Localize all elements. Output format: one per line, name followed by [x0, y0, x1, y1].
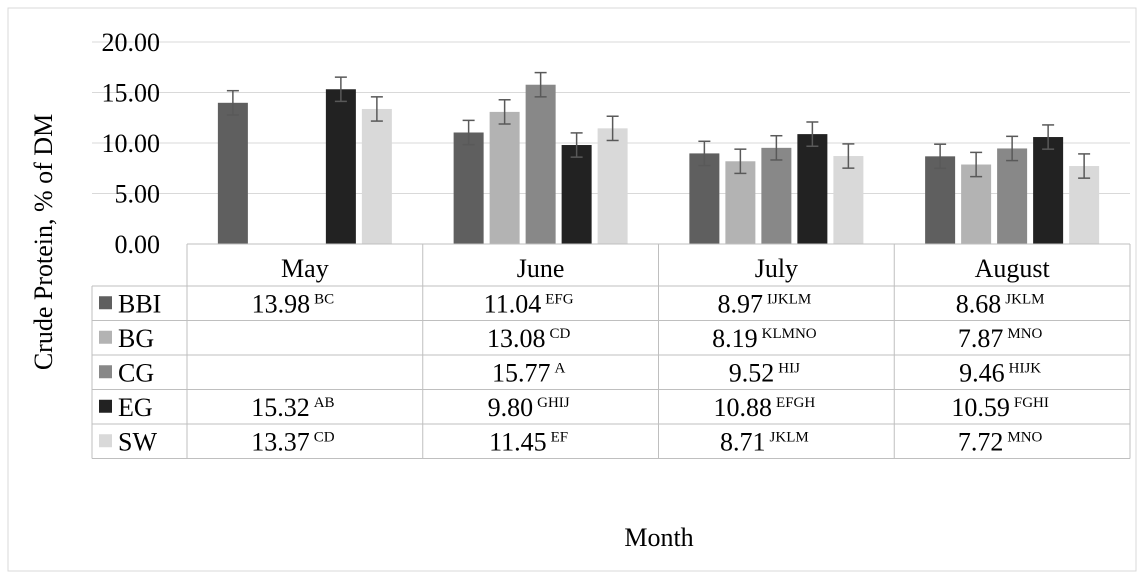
legend-label: EG	[118, 393, 153, 422]
data-label: 15.32 AB	[251, 393, 334, 422]
x-axis-label: Month	[624, 523, 693, 552]
bar-cg-june	[525, 84, 556, 245]
bar-bbi-may	[217, 102, 248, 244]
data-label: 8.19 KLMNO	[712, 324, 817, 353]
legend-key-bbi	[99, 296, 112, 310]
y-tick-label: 5.00	[115, 180, 161, 209]
bar-eg-june	[561, 145, 592, 244]
bar-bbi-june	[453, 132, 484, 244]
bar-bg-august	[961, 164, 992, 244]
data-label: 13.08 CD	[487, 324, 571, 353]
y-axis-label: Crude Protein, % of DM	[29, 114, 58, 370]
y-tick-label: 20.00	[102, 28, 161, 57]
bar-eg-july	[797, 134, 828, 244]
data-label: 8.71 JKLM	[720, 427, 809, 456]
legend-key-cg	[99, 365, 112, 379]
legend-label: CG	[118, 358, 154, 387]
data-label: 13.37 CD	[251, 427, 335, 456]
legend-label: BG	[118, 324, 154, 353]
bar-cg-august	[997, 148, 1028, 244]
bar-sw-june	[597, 128, 628, 244]
bar-eg-august	[1033, 137, 1064, 244]
bar-bbi-july	[689, 153, 720, 244]
data-label: 9.52 HIJ	[729, 358, 800, 387]
data-label: 15.77 A	[492, 358, 566, 387]
y-tick-label: 0.00	[115, 230, 161, 259]
y-tick-label: 15.00	[102, 79, 161, 108]
x-tick-label: August	[975, 254, 1051, 283]
legend-label: BBI	[118, 289, 161, 318]
data-label: 13.98 BC	[252, 289, 335, 318]
data-label: 11.45 EF	[489, 427, 568, 456]
data-label: 7.72 MNO	[958, 427, 1043, 456]
data-label: 11.04 EFG	[484, 289, 574, 318]
x-tick-label: July	[755, 254, 798, 283]
bar-eg-may	[325, 89, 356, 244]
bar-bg-june	[489, 111, 520, 244]
data-label: 10.88 EFGH	[714, 393, 816, 422]
data-label: 9.46 HIJK	[959, 358, 1041, 387]
data-label: 7.87 MNO	[958, 324, 1043, 353]
legend-key-bg	[99, 330, 112, 344]
data-label: 10.59 FGHI	[951, 393, 1049, 422]
data-label: 8.97 IJKLM	[718, 289, 812, 318]
bar-bg-july	[725, 161, 756, 244]
bar-sw-august	[1069, 166, 1100, 244]
legend-key-sw	[99, 434, 112, 448]
data-label: 8.68 JKLM	[956, 289, 1045, 318]
data-label: 9.80 GHIJ	[488, 393, 570, 422]
legend-key-eg	[99, 399, 112, 413]
chart-area-border	[7, 7, 1137, 572]
bar-cg-july	[761, 147, 792, 244]
bar-bbi-august	[925, 156, 956, 244]
x-tick-label: June	[517, 254, 565, 283]
x-tick-label: May	[281, 254, 329, 283]
y-tick-label: 10.00	[102, 129, 161, 158]
bar-sw-may	[361, 108, 392, 244]
legend-label: SW	[118, 427, 157, 456]
bar-sw-july	[833, 156, 864, 244]
